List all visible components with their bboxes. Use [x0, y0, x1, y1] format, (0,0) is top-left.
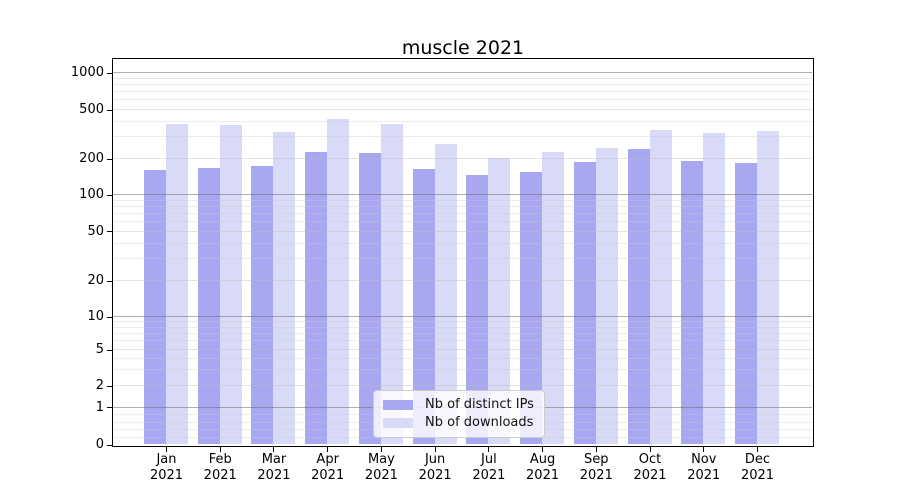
nb-of-distinct-ips-bar-jan: [144, 170, 166, 445]
x-tick-label-oct: Oct 2021: [633, 452, 667, 483]
x-tick-mark: [219, 446, 221, 452]
y-tick-label-10: 10: [87, 309, 104, 324]
nb-of-distinct-ips-bar-nov: [681, 161, 704, 445]
nb-of-downloads-bar-oct: [649, 129, 672, 445]
nb-of-distinct-ips-bar-jul: [466, 174, 489, 445]
nb-of-distinct-ips-bar-jun: [412, 169, 435, 445]
nb-of-distinct-ips-bar-apr: [305, 151, 328, 445]
nb-of-downloads-bar-jan: [166, 124, 188, 445]
legend-item-nb-of-downloads: Nb of downloads: [383, 414, 534, 432]
y-tick-label-2: 2: [95, 378, 104, 393]
legend-swatch-nb-of-downloads: [383, 418, 413, 428]
x-tick-mark: [756, 446, 758, 452]
y-tick-label-1: 1: [95, 399, 104, 415]
legend-item-nb-of-distinct-ips: Nb of distinct IPs: [383, 396, 534, 414]
x-tick-label-jan: Jan 2021: [149, 452, 184, 483]
x-tick-mark: [166, 446, 167, 452]
nb-of-downloads-bar-nov: [703, 133, 726, 445]
x-tick-label-feb: Feb 2021: [203, 452, 237, 483]
y-tick-label-200: 200: [79, 151, 104, 166]
nb-of-downloads-bar-feb: [219, 124, 242, 445]
x-tick-mark: [380, 446, 382, 452]
y-tick-label-100: 100: [79, 187, 104, 202]
x-tick-mark: [649, 446, 651, 452]
nb-of-distinct-ips-bar-mar: [251, 166, 274, 445]
legend-label: Nb of downloads: [425, 415, 534, 430]
y-tick-label-20: 20: [87, 273, 104, 288]
y-tick-mark: [107, 72, 112, 74]
nb-of-downloads-bar-may: [380, 124, 403, 445]
x-tick-label-apr: Apr 2021: [311, 452, 345, 483]
nb-of-downloads-bar-dec: [756, 131, 779, 445]
y-tick-mark: [107, 280, 112, 282]
x-tick-label-jul: Jul 2021: [472, 452, 506, 483]
nb-of-distinct-ips-bar-feb: [197, 167, 220, 445]
legend-swatch-nb-of-distinct-ips: [383, 400, 413, 410]
nb-of-distinct-ips-bar-dec: [734, 162, 757, 445]
x-tick-mark: [542, 446, 544, 452]
x-tick-mark: [703, 446, 705, 452]
nb-of-downloads-bar-apr: [327, 118, 350, 445]
y-tick-label-500: 500: [79, 102, 104, 117]
y-tick-mark: [107, 349, 112, 351]
y-tick-label-0: 0: [95, 437, 104, 452]
plot-area: Nb of distinct IPs Nb of downloads: [112, 58, 814, 447]
nb-of-downloads-bar-mar: [273, 131, 296, 445]
nb-of-distinct-ips-bar-aug: [520, 172, 543, 445]
y-tick-label-1000: 1000: [70, 65, 104, 81]
legend: Nb of distinct IPs Nb of downloads: [373, 390, 545, 438]
x-tick-label-may: May 2021: [364, 452, 398, 483]
nb-of-distinct-ips-bar-sep: [573, 161, 596, 445]
x-tick-mark: [488, 446, 490, 452]
x-tick-label-mar: Mar 2021: [257, 452, 291, 483]
y-tick-mark: [107, 385, 112, 387]
nb-of-downloads-bar-jun: [434, 143, 457, 445]
x-tick-label-nov: Nov 2021: [687, 452, 721, 483]
x-tick-mark: [273, 446, 275, 452]
nb-of-downloads-bar-aug: [542, 152, 565, 445]
y-tick-mark: [107, 231, 112, 232]
y-tick-label-50: 50: [87, 223, 104, 239]
nb-of-downloads-bar-jul: [488, 157, 511, 445]
y-tick-mark: [107, 407, 112, 409]
x-tick-mark: [327, 446, 329, 452]
legend-label: Nb of distinct IPs: [425, 397, 534, 412]
x-tick-mark: [434, 446, 436, 452]
nb-of-downloads-bar-sep: [595, 147, 618, 445]
y-tick-mark: [107, 109, 112, 111]
x-tick-mark: [595, 446, 597, 452]
y-tick-mark: [107, 444, 112, 446]
bars-layer: [113, 59, 812, 445]
x-tick-label-jun: Jun 2021: [418, 452, 452, 483]
x-tick-label-aug: Aug 2021: [526, 452, 560, 483]
y-tick-label-5: 5: [95, 342, 104, 357]
chart-title: muscle 2021: [401, 37, 525, 59]
y-tick-mark: [107, 194, 112, 196]
x-tick-label-sep: Sep 2021: [579, 452, 613, 483]
y-tick-mark: [107, 158, 112, 160]
x-tick-label-dec: Dec 2021: [740, 452, 775, 483]
y-tick-mark: [107, 316, 112, 318]
nb-of-distinct-ips-bar-may: [358, 153, 381, 445]
nb-of-distinct-ips-bar-oct: [627, 148, 650, 445]
